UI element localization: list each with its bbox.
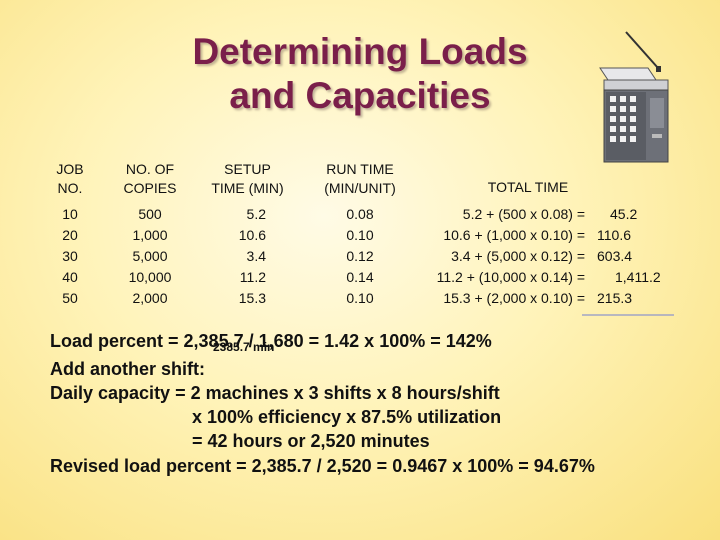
table-cell-copies: 500: [138, 206, 162, 222]
table-cell-formula: 11.2 + (10,000 x 0.14) =: [436, 269, 585, 285]
header-job-no: JOB NO.: [50, 160, 90, 198]
header-run-line-2: (MIN/UNIT): [324, 180, 396, 196]
revised-load-percent-line: Revised load percent = 2,385.7 / 2,520 =…: [50, 456, 595, 476]
table-cell-setup: 15.3: [238, 290, 266, 306]
slide-title-line-1: Determining Loads: [192, 31, 528, 72]
header-setup-line-2: TIME (MIN): [211, 180, 284, 196]
table-cell-formula: 5.2 + (500 x 0.08) =: [462, 206, 585, 222]
table-cell-job: 20: [62, 227, 78, 243]
table-cell-total: 603.4: [597, 248, 633, 264]
table-cell-total: 110.6: [597, 227, 631, 243]
capacity-result-line: = 42 hours or 2,520 minutes: [192, 431, 430, 451]
table-cell-run: 0.12: [346, 248, 374, 264]
add-shift-line: Add another shift:: [50, 359, 205, 379]
header-copies-line-2: COPIES: [123, 180, 177, 196]
header-setup-line-1: SETUP: [224, 161, 271, 177]
table-cell-total: 1,411.2: [615, 269, 661, 285]
total-underline: [582, 314, 674, 316]
table-cell-run: 0.08: [346, 206, 374, 222]
table-cell-copies: 10,000: [128, 269, 172, 285]
table-cell-copies: 5,000: [132, 248, 168, 264]
table-cell-run: 0.14: [346, 269, 374, 285]
header-setup-time: SETUP TIME (MIN): [200, 160, 295, 198]
header-copies-line-1: NO. OF: [125, 161, 175, 177]
header-run-time: RUN TIME (MIN/UNIT): [310, 160, 410, 198]
table-cell-copies: 2,000: [132, 290, 168, 306]
header-job-line-1: JOB: [56, 161, 84, 177]
table-cell-setup: 10.6: [238, 227, 266, 243]
table-cell-setup: 5.2: [246, 206, 266, 222]
table-cell-formula: 10.6 + (1,000 x 0.10) =: [443, 227, 585, 243]
slide-title-line-2: and Capacities: [229, 75, 491, 116]
table-cell-copies: 1,000: [132, 227, 168, 243]
table-cell-total: 215.3: [597, 290, 633, 306]
header-job-line-2: NO.: [57, 180, 83, 196]
table-cell-total: 45.2: [610, 206, 638, 222]
table-cell-setup: 11.2: [239, 269, 266, 285]
table-cell-run: 0.10: [346, 227, 374, 243]
header-total-time: TOTAL TIME: [487, 179, 569, 195]
header-run-line-1: RUN TIME: [326, 161, 394, 177]
table-cell-formula: 15.3 + (2,000 x 0.10) =: [443, 290, 585, 306]
table-cell-job: 10: [62, 206, 78, 222]
load-percent-line: Load percent = 2,385.7 / 1,680 = 1.42 x …: [50, 331, 492, 351]
table-cell-job: 30: [62, 248, 78, 264]
table-cell-setup: 3.4: [246, 248, 266, 264]
efficiency-line: x 100% efficiency x 87.5% utilization: [192, 407, 502, 427]
copier-machine-icon: [599, 31, 669, 163]
table-cell-job: 50: [62, 290, 78, 306]
header-copies: NO. OF COPIES: [110, 160, 190, 198]
table-cell-job: 40: [62, 269, 78, 285]
table-cell-formula: 3.4 + (5,000 x 0.12) =: [451, 248, 585, 264]
table-cell-run: 0.10: [346, 290, 374, 306]
total-minutes-note: 2385.7 min: [213, 340, 275, 354]
daily-capacity-line: Daily capacity = 2 machines x 3 shifts x…: [50, 383, 500, 403]
